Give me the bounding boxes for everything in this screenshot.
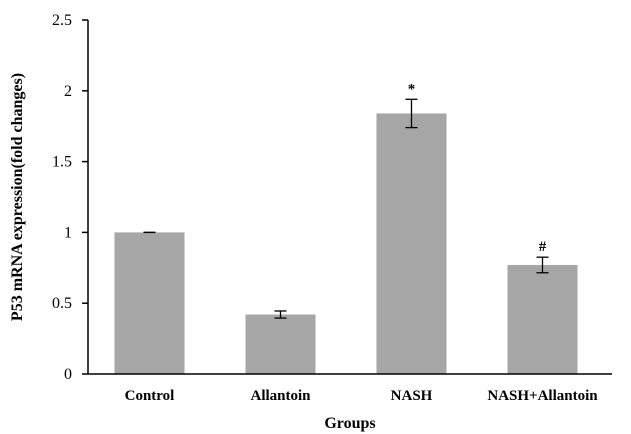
significance-markers: *#	[408, 81, 547, 255]
y-tick-label: 0	[64, 366, 72, 383]
y-axis-title: P53 mRNA expression(fold changes)	[9, 73, 26, 321]
x-tick-label: Control	[125, 388, 175, 404]
bar	[376, 113, 447, 375]
error-bars	[143, 98, 549, 319]
x-tick-label: NASH+Allantoin	[487, 388, 598, 404]
y-tick-label: 2.5	[52, 12, 72, 29]
bar	[114, 232, 185, 374]
x-tick-label: NASH	[391, 388, 433, 404]
y-tick-label: 2	[64, 83, 72, 100]
x-tick-label: Allantoin	[250, 388, 311, 404]
x-axis-title: Groups	[324, 415, 375, 432]
y-tick-label: 0.5	[52, 295, 72, 312]
error-bar	[405, 98, 418, 129]
y-tick-label: 1	[64, 224, 72, 241]
error-bar	[536, 256, 549, 274]
significance-marker: #	[539, 239, 547, 255]
bar	[507, 264, 578, 374]
bar	[245, 314, 316, 374]
y-tick-label: 1.5	[52, 154, 72, 171]
bars	[114, 113, 578, 375]
x-axis-tick-labels: Control Allantoin NASH NASH+Allantoin	[125, 388, 599, 404]
error-bar	[274, 310, 287, 319]
significance-marker: *	[408, 81, 416, 97]
y-axis-ticks: 0 0.5 1 1.5 2 2.5	[52, 12, 88, 383]
